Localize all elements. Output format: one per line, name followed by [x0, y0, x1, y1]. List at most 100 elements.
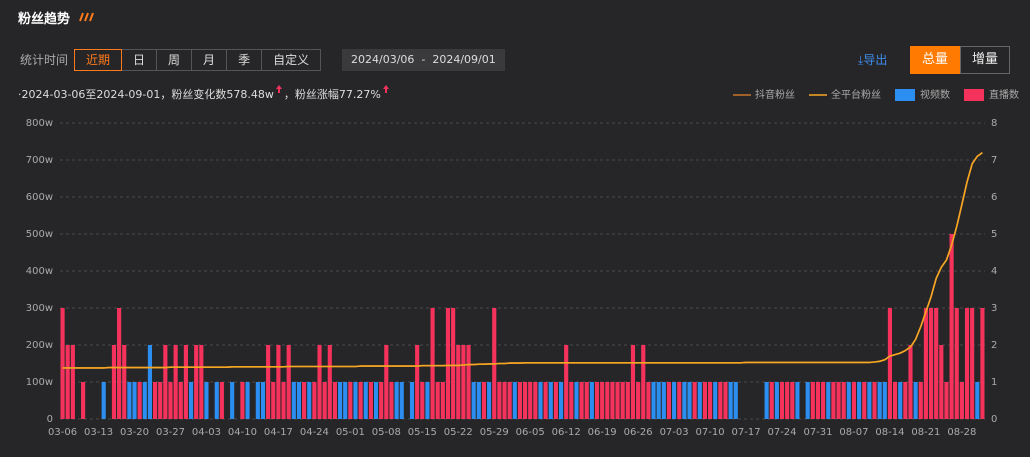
bar	[661, 382, 666, 419]
bar	[651, 382, 656, 419]
bar	[338, 382, 343, 419]
bar	[939, 345, 944, 419]
bar	[702, 382, 707, 419]
toggle-button[interactable]: 月	[191, 49, 228, 71]
bar	[636, 382, 641, 419]
bar	[517, 382, 522, 419]
summary-growth: ，粉丝涨幅77.27%	[283, 88, 381, 101]
bar	[857, 382, 862, 419]
x-tick-label: 03-20	[120, 427, 149, 438]
export-link[interactable]: ⤓导出	[858, 53, 888, 67]
x-tick-label: 05-29	[480, 427, 509, 438]
x-tick-label: 08-07	[839, 427, 868, 438]
bar	[420, 382, 425, 419]
y2-tick-label: 3	[991, 303, 997, 314]
bar	[980, 308, 985, 419]
bar	[153, 382, 158, 419]
bar	[923, 308, 928, 419]
bar	[934, 308, 939, 419]
bar	[851, 382, 857, 419]
legend-label: 视频数	[920, 88, 950, 101]
toggle-button[interactable]: 季	[226, 49, 263, 71]
bar	[615, 382, 620, 419]
bar	[584, 382, 589, 419]
bar	[281, 382, 286, 419]
bar	[795, 382, 800, 419]
bar	[481, 382, 487, 419]
bar	[389, 382, 394, 419]
bar	[594, 382, 600, 419]
bar	[117, 308, 122, 419]
bar	[394, 382, 399, 419]
x-tick-label: 07-10	[696, 427, 725, 438]
bar	[815, 382, 821, 419]
bar	[327, 345, 332, 419]
bar	[779, 382, 785, 419]
x-tick-label: 03-13	[84, 427, 113, 438]
bar	[363, 382, 368, 419]
bar	[682, 382, 687, 419]
bar	[713, 382, 718, 419]
line	[62, 151, 983, 369]
bar	[476, 382, 481, 419]
bar	[302, 382, 307, 419]
bar	[898, 382, 903, 419]
x-tick-label: 06-05	[516, 427, 545, 438]
bar	[409, 382, 415, 419]
y2-tick-label: 1	[991, 377, 997, 388]
bar	[908, 345, 913, 419]
x-tick-label: 05-08	[372, 427, 401, 438]
bar	[219, 382, 224, 419]
y-tick-label: 500w	[26, 229, 53, 240]
bar	[373, 382, 379, 419]
bar	[245, 382, 250, 419]
bar	[764, 382, 769, 419]
y2-tick-label: 5	[991, 229, 997, 240]
bar	[954, 308, 959, 419]
x-tick-label: 04-17	[264, 427, 293, 438]
y2-tick-label: 6	[991, 192, 997, 203]
bar	[384, 345, 389, 419]
bar	[769, 382, 774, 419]
line	[62, 151, 983, 369]
legend-label: 直播数	[989, 88, 1019, 101]
bar	[543, 382, 548, 419]
y-tick-label: 0	[47, 414, 53, 425]
bar	[600, 382, 605, 419]
y2-tick-label: 0	[991, 414, 997, 425]
toggle-button[interactable]: 日	[121, 49, 158, 71]
bar	[579, 382, 584, 419]
bar	[677, 382, 682, 419]
bar	[173, 345, 178, 419]
bar	[271, 382, 276, 419]
bar	[692, 382, 697, 419]
bar	[708, 382, 713, 419]
toggle-button[interactable]: 近期	[74, 49, 123, 71]
legend-label: 全平台粉丝	[831, 88, 881, 101]
title-decoration	[79, 12, 94, 22]
bar	[728, 382, 733, 419]
x-tick-label: 07-24	[767, 427, 796, 438]
y2-tick-label: 2	[991, 340, 997, 351]
bar	[487, 382, 492, 419]
bar	[168, 382, 173, 419]
export-text[interactable]: 导出	[863, 53, 888, 67]
bar	[199, 345, 204, 419]
bar	[949, 234, 954, 419]
toggle-button[interactable]: 增量	[960, 46, 1010, 74]
date-range[interactable]: 2024/03/06 - 2024/09/01	[342, 49, 505, 71]
bar	[260, 382, 266, 419]
bar	[558, 382, 564, 419]
up-arrow	[275, 85, 282, 93]
bar	[975, 382, 980, 419]
toggle-button[interactable]: 周	[156, 49, 193, 71]
bar	[291, 382, 296, 419]
bar	[656, 382, 661, 419]
bar	[466, 345, 471, 419]
toggle-button[interactable]: 总量	[910, 46, 960, 74]
toggle-button[interactable]: 自定义	[261, 49, 322, 71]
y2-tick-label: 4	[991, 266, 997, 277]
bar	[687, 382, 692, 419]
bar	[214, 382, 219, 419]
bar	[353, 382, 358, 419]
